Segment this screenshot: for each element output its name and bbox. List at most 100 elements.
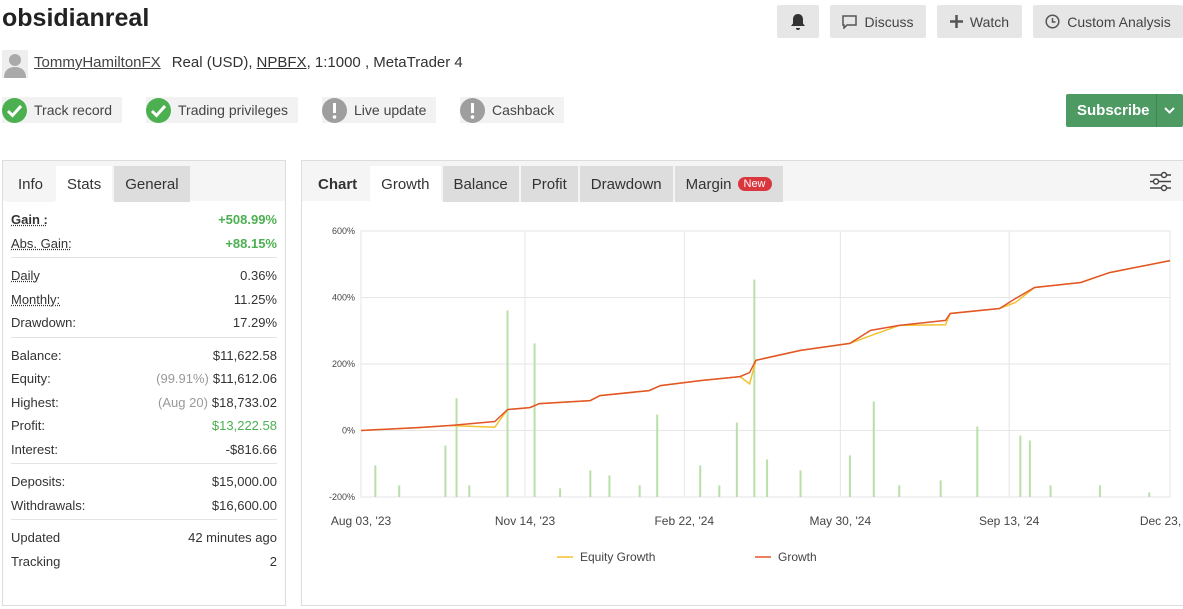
- stat-label: Deposits:: [11, 474, 66, 489]
- stats-tab[interactable]: Stats: [56, 166, 113, 202]
- x-tick-label: Aug 03, '23: [331, 514, 392, 528]
- chart-tab[interactable]: Balance: [442, 166, 519, 202]
- avatar: [2, 50, 28, 78]
- x-tick-label: May 30, '24: [810, 514, 872, 528]
- volume-bar: [559, 488, 562, 497]
- stat-row: Highest: (Aug 20) $18,733.02: [11, 391, 277, 414]
- stat-row: Tracking 2: [11, 550, 277, 573]
- clock-icon: [1045, 14, 1060, 29]
- stat-note: (99.91%): [156, 371, 209, 386]
- badge: Cashback: [460, 97, 565, 123]
- stat-label: Updated: [11, 530, 61, 545]
- stat-label: Withdrawals:: [11, 497, 86, 513]
- stat-label: Abs. Gain:: [11, 235, 72, 251]
- alert-button[interactable]: [777, 5, 819, 38]
- stat-value: +508.99%: [218, 212, 277, 227]
- stat-value: $16,600.00: [211, 497, 277, 513]
- chart-tab[interactable]: Profit: [520, 166, 578, 202]
- stats-tab[interactable]: General: [114, 166, 190, 202]
- stat-value: +88.15%: [225, 235, 277, 251]
- volume-bar: [1028, 440, 1031, 497]
- volume-bar: [638, 485, 641, 497]
- discuss-button[interactable]: Discuss: [830, 5, 926, 38]
- separator: [11, 257, 277, 258]
- stat-label: Monthly:: [11, 291, 61, 307]
- stat-label: Drawdown:: [11, 315, 77, 330]
- subscribe-label: Subscribe: [1077, 102, 1150, 119]
- y-tick-label: 0%: [342, 426, 355, 436]
- volume-bar: [939, 480, 942, 497]
- user-link[interactable]: TommyHamiltonFX: [34, 54, 161, 71]
- volume-bar: [374, 465, 377, 497]
- y-tick-label: -200%: [329, 492, 355, 502]
- badge: Track record: [2, 97, 123, 123]
- custom-analysis-button[interactable]: Custom Analysis: [1033, 5, 1183, 38]
- button-label: Custom Analysis: [1067, 13, 1171, 30]
- stat-value: $13,222.58: [211, 418, 277, 433]
- stat-row: Monthly: 11.25%: [11, 288, 277, 311]
- volume-bar: [766, 459, 769, 497]
- button-label: Discuss: [864, 13, 914, 30]
- y-tick-label: 400%: [332, 293, 355, 303]
- new-badge: New: [737, 177, 772, 191]
- volume-bar: [1019, 435, 1022, 497]
- stat-value: $18,733.02: [211, 394, 277, 410]
- stats-tab[interactable]: Info: [7, 166, 55, 202]
- chart-tab[interactable]: Growth: [370, 166, 441, 202]
- stat-label: Tracking: [11, 554, 61, 569]
- badge-label: Live update: [354, 102, 427, 118]
- separator: [11, 336, 277, 338]
- stat-row: Equity: (99.91%) $11,612.06: [11, 367, 277, 390]
- volume-bar: [656, 414, 659, 497]
- subscribe-button[interactable]: Subscribe: [1066, 94, 1183, 127]
- volume-bar: [976, 426, 979, 497]
- badge-label: Track record: [34, 102, 113, 118]
- stat-row: Daily 0.36%: [11, 264, 277, 287]
- chart-tab[interactable]: Margin New: [674, 166, 783, 202]
- check-icon: [2, 97, 27, 123]
- x-tick-label: Sep 13, '24: [979, 514, 1040, 528]
- x-tick-label: Nov 14, '23: [495, 514, 556, 528]
- volume-bar: [1098, 485, 1101, 497]
- badge-label: Trading privileges: [178, 102, 288, 118]
- chart-tab[interactable]: Drawdown: [579, 166, 673, 202]
- volume-bar: [589, 470, 592, 497]
- bell-icon: [791, 13, 805, 30]
- stat-value: $15,000.00: [211, 474, 277, 489]
- stat-value: 42 minutes ago: [188, 530, 277, 545]
- volume-bar: [718, 485, 721, 497]
- stat-row: Profit: $13,222.58: [11, 414, 277, 437]
- settings-icon[interactable]: [1149, 171, 1172, 192]
- badge: Trading privileges: [146, 97, 298, 123]
- chart: -200% 0% 200% 400% 600% Aug 03, '23 Nov 14, '2…: [329, 226, 1183, 564]
- volume-bar: [699, 465, 702, 497]
- stat-label: Balance:: [11, 347, 62, 363]
- chart-tabs: Chart Growth Balance Profit Drawdown Margin Ne…: [302, 161, 1183, 202]
- separator: [11, 463, 277, 464]
- stat-row: Deposits: $15,000.00: [11, 470, 277, 493]
- stat-label: Gain :: [11, 212, 48, 227]
- volume-bar: [872, 401, 875, 497]
- volume-bar: [1148, 492, 1151, 497]
- volume-bar: [799, 470, 802, 497]
- stat-value: 2: [269, 554, 277, 569]
- y-tick-label: 600%: [332, 226, 355, 236]
- volume-bar: [506, 310, 509, 497]
- stats-panel: Info Stats General Gain : +508.99% Abs. Gain…: [2, 160, 286, 606]
- volume-bar: [533, 343, 536, 497]
- volume-bar: [608, 475, 611, 497]
- check-icon: [146, 97, 171, 123]
- stat-row: Gain : +508.99%: [11, 208, 277, 231]
- stat-value: 17.29%: [232, 315, 277, 330]
- watch-button[interactable]: Watch: [937, 5, 1022, 38]
- pending-icon: [322, 97, 347, 123]
- stat-row: Abs. Gain: +88.15%: [11, 232, 277, 255]
- broker-link[interactable]: NPBFX: [256, 54, 307, 71]
- stat-label: Equity:: [11, 371, 51, 386]
- account-title: obsidianreal: [2, 4, 150, 32]
- dropdown-icon: [1164, 107, 1176, 114]
- stat-value: $11,612.06: [212, 371, 277, 386]
- volume-bar: [1049, 485, 1052, 497]
- legend-label: Equity Growth: [580, 550, 655, 564]
